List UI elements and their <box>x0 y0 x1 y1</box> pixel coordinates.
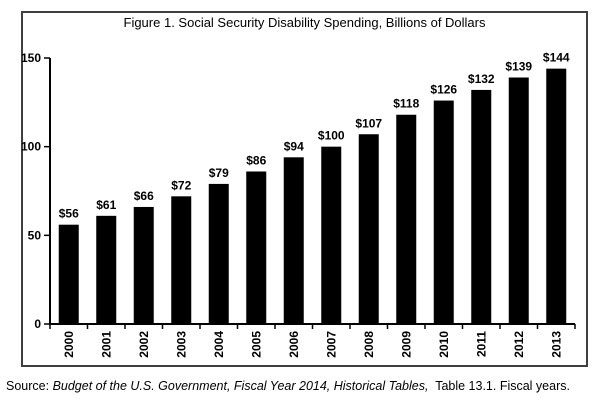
bar-value-label: $94 <box>284 139 304 153</box>
bar-value-label: $86 <box>246 153 266 167</box>
x-category-label: 2012 <box>512 331 526 358</box>
bar <box>321 146 342 324</box>
bar <box>546 68 567 324</box>
source-citation: Budget of the U.S. Government, Fiscal Ye… <box>52 379 429 393</box>
x-category-label: 2003 <box>174 331 188 358</box>
y-tick-label: 100 <box>21 140 41 154</box>
bar-value-label: $107 <box>355 116 382 130</box>
bar-value-label: $66 <box>134 189 154 203</box>
x-category-label: 2004 <box>212 331 226 358</box>
source-suffix: Table 13.1. Fiscal years. <box>428 379 570 393</box>
chart-title: Figure 1. Social Security Disability Spe… <box>123 15 486 30</box>
bar <box>171 196 192 324</box>
bar <box>133 206 154 324</box>
bar <box>508 77 529 324</box>
bar <box>208 183 229 324</box>
bar <box>96 215 117 324</box>
x-category-label: 2010 <box>437 331 451 358</box>
x-category-label: 2001 <box>99 331 113 358</box>
x-category-label: 2011 <box>474 331 488 357</box>
bar <box>471 89 492 324</box>
bar-value-label: $61 <box>96 198 116 212</box>
y-tick-label: 0 <box>34 317 41 331</box>
x-category-label: 2002 <box>137 331 151 358</box>
y-tick-label: 150 <box>21 51 41 65</box>
bar <box>246 171 267 324</box>
x-category-label: 2007 <box>324 331 338 358</box>
bar-value-label: $144 <box>543 51 570 65</box>
x-category-label: 2005 <box>249 331 263 358</box>
bar-value-label: $56 <box>59 207 79 221</box>
bar-value-label: $72 <box>171 178 191 192</box>
bar-value-label: $100 <box>318 129 345 143</box>
y-tick-label: 50 <box>28 228 42 242</box>
source-prefix: Source: <box>6 379 53 393</box>
source-note: Source: Budget of the U.S. Government, F… <box>6 379 570 393</box>
x-category-label: 2006 <box>287 331 301 358</box>
x-category-label: 2000 <box>62 331 76 358</box>
bar-value-label: $79 <box>209 166 229 180</box>
bar-value-label: $132 <box>468 72 495 86</box>
bar <box>396 114 417 324</box>
x-category-label: 2013 <box>549 331 563 358</box>
bar-value-label: $118 <box>393 97 419 111</box>
x-category-label: 2009 <box>399 331 413 358</box>
x-category-label: 2008 <box>362 331 376 358</box>
bar <box>433 100 454 324</box>
bar-value-label: $126 <box>430 83 457 97</box>
bar <box>283 157 304 324</box>
bar <box>58 224 79 324</box>
bar-value-label: $139 <box>505 60 532 74</box>
bar <box>358 134 379 324</box>
